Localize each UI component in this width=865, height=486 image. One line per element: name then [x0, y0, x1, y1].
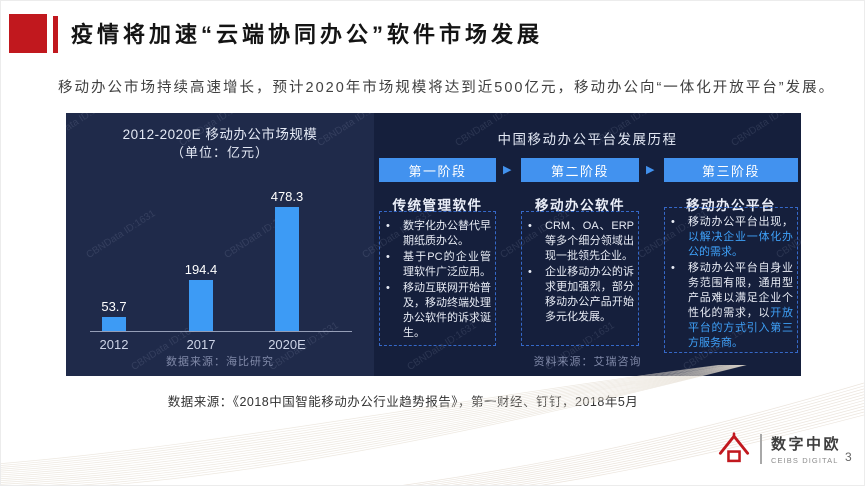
timeline-title: 中国移动办公平台发展历程 — [497, 132, 678, 147]
bullet-marker-icon: • — [386, 251, 390, 263]
page-title: 疫情将加速“云端协同办公”软件市场发展 — [71, 22, 544, 47]
logo-text-block: 数字中欧 CEIBS DIGITAL — [771, 433, 841, 465]
chart-bar — [102, 317, 126, 331]
bullet-marker-icon: • — [528, 266, 532, 278]
highlighted-text: 以解决企业一体化办公的需求。 — [688, 231, 793, 258]
bullet-marker-icon: • — [386, 282, 390, 294]
stage-badge: 第二阶段 — [521, 158, 639, 182]
bar-value-label: 194.4 — [184, 262, 218, 277]
plain-text: 移动办公平台出现， — [688, 216, 793, 228]
chart-bar — [275, 207, 299, 331]
bullet-text: 移动互联网开始普及，移动终端处理办公软件的诉求诞生。 — [403, 281, 491, 341]
stage-arrow-icon: ▶ — [646, 164, 655, 176]
plain-text: 移动互联网开始普及，移动终端处理办公软件的诉求诞生。 — [403, 282, 491, 339]
bullet-text: 企业移动办公的诉求更加强烈，部分移动办公产品开始多元化发展。 — [545, 265, 634, 325]
bar-value-label: 53.7 — [101, 299, 127, 314]
bar-category-label: 2012 — [99, 337, 129, 352]
plain-text: 基于PC的企业管理软件广泛应用。 — [403, 251, 491, 278]
plain-text: 移动办公平台自身业务范围有限，通用型产品难以满足企业个性化的需求，以 — [688, 262, 793, 319]
logo-name: 数字中欧 — [771, 436, 842, 453]
stage-heading: 传统管理软件 — [392, 198, 483, 213]
stage-detail-box: • 数字化办公替代早期纸质办公。 • 基于PC的企业管理软件广泛应用。 • 移动互联网开始… — [379, 211, 496, 346]
bullet-text: 移动办公平台出现， 以解决企业一体化办公的需求。 — [688, 215, 793, 260]
plain-text: 企业移动办公的诉求更加强烈，部分移动办公产品开始多元化发展。 — [545, 266, 634, 323]
bullet-text: CRM、OA、ERP等多个细分领域出现一批领先企业。 — [545, 219, 634, 264]
logo-divider — [760, 434, 762, 464]
stage-badge: 第三阶段 — [664, 158, 798, 182]
timeline-source: 资料来源：艾瑞咨询 — [533, 356, 642, 368]
bullet-item: • 基于PC的企业管理软件广泛应用。 — [386, 250, 491, 280]
x-axis-line — [90, 331, 352, 332]
logo-subname: CEIBS DIGITAL — [771, 456, 839, 465]
stage-arrow-icon: ▶ — [503, 164, 512, 176]
bullet-marker-icon: • — [671, 262, 675, 274]
bullet-marker-icon: • — [528, 220, 532, 232]
page-number: 3 — [845, 450, 852, 464]
stage-detail-box: • CRM、OA、ERP等多个细分领域出现一批领先企业。 • 企业移动办公的诉求更加强… — [521, 211, 639, 346]
bullet-item: • 数字化办公替代早期纸质办公。 — [386, 219, 491, 249]
chart-background — [66, 113, 374, 376]
ceibs-logo-icon — [718, 432, 750, 463]
title-accent-square — [9, 14, 47, 53]
bottom-caption: 数据来源：《2018中国智能移动办公行业趋势报告》，第一财经、钉钉，2018年5… — [167, 395, 639, 409]
stage-heading: 移动办公软件 — [535, 198, 625, 213]
bullet-item: • 企业移动办公的诉求更加强烈，部分移动办公产品开始多元化发展。 — [528, 265, 634, 325]
chart-unit-label: （单位：亿元） — [170, 145, 269, 160]
bullet-item: • CRM、OA、ERP等多个细分领域出现一批领先企业。 — [528, 219, 634, 264]
chart-source: 数据来源：海比研究 — [166, 356, 274, 368]
subtitle-text: 移动办公市场持续高速增长，预计2020年市场规模将达到近500亿元，移动办公向“… — [58, 80, 836, 96]
title-accent-bar — [53, 16, 58, 53]
bullet-item: • 移动互联网开始普及，移动终端处理办公软件的诉求诞生。 — [386, 281, 491, 341]
bar-category-label: 2017 — [186, 337, 216, 352]
bullet-item: • 移动办公平台出现， 以解决企业一体化办公的需求。 — [671, 215, 793, 260]
plain-text: CRM、OA、ERP等多个细分领域出现一批领先企业。 — [545, 220, 634, 262]
stage-badge: 第一阶段 — [379, 158, 496, 182]
bar-category-label: 2020E — [268, 337, 306, 352]
bullet-item: • 移动办公平台自身业务范围有限，通用型产品难以满足企业个性化的需求，以开放平台的… — [671, 261, 793, 351]
content-panel: CBNData ID:1631 CBNData ID:1631 CBNData ID… — [66, 113, 801, 376]
footer-logo: 数字中欧 CEIBS DIGITAL — [717, 430, 841, 468]
bullet-marker-icon: • — [386, 220, 390, 232]
bullet-marker-icon: • — [671, 216, 675, 228]
chart-title: 2012-2020E 移动办公市场规模 — [122, 127, 318, 142]
stage-heading: 移动办公平台 — [686, 198, 776, 213]
bar-value-label: 478.3 — [270, 189, 304, 204]
stage-detail-box: • 移动办公平台出现， 以解决企业一体化办公的需求。 • 移动办公平台自身业务范围有限，… — [664, 207, 798, 353]
bullet-text: 移动办公平台自身业务范围有限，通用型产品难以满足企业个性化的需求，以开放平台的方… — [688, 261, 793, 351]
bullet-text: 数字化办公替代早期纸质办公。 — [403, 219, 491, 249]
plain-text: 数字化办公替代早期纸质办公。 — [403, 220, 491, 247]
chart-bar — [189, 280, 213, 331]
bullet-text: 基于PC的企业管理软件广泛应用。 — [403, 250, 491, 280]
highlighted-text: 开放平台的方式引入第三方服务商。 — [688, 307, 793, 349]
